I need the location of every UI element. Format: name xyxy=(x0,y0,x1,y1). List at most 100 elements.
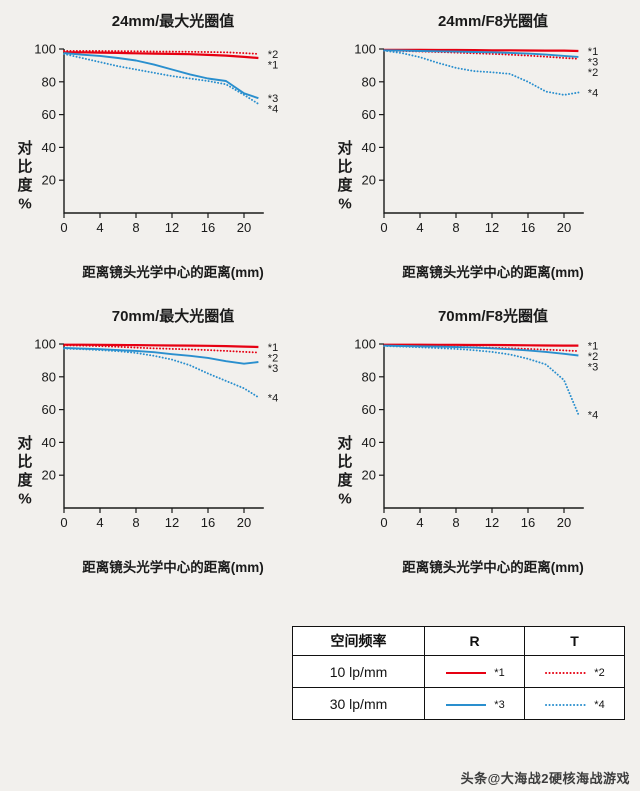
svg-text:对: 对 xyxy=(17,139,32,157)
blue-solid-line-icon xyxy=(446,703,487,706)
svg-text:20: 20 xyxy=(41,468,55,483)
chart-title: 24mm/最大光圈值 xyxy=(111,13,235,30)
svg-text:比: 比 xyxy=(17,453,32,471)
svg-text:*4: *4 xyxy=(587,410,597,422)
chart-title: 70mm/F8光圈值 xyxy=(437,308,549,325)
svg-text:8: 8 xyxy=(132,515,139,530)
svg-text:60: 60 xyxy=(41,107,55,122)
mtf-plot: 20 40 60 80 100 0 4 8 12 16 20 对比度% *1*2*3 *4 xyxy=(337,337,598,531)
svg-text:*1: *1 xyxy=(587,46,597,58)
legend-sample-label: *1 xyxy=(494,666,505,679)
svg-text:8: 8 xyxy=(452,515,459,530)
x-axis-label: 距离镜头光学中心的距离(mm) xyxy=(82,560,264,575)
chart-70mm-max-aperture: 70mm/最大光圈值 20 40 60 80 100 0 4 8 12 16 20 对比度% *1 *2 *… xyxy=(0,305,320,576)
svg-text:16: 16 xyxy=(520,515,534,530)
svg-text:0: 0 xyxy=(380,515,387,530)
svg-text:0: 0 xyxy=(60,515,67,530)
svg-text:80: 80 xyxy=(41,369,55,384)
svg-text:80: 80 xyxy=(361,369,375,384)
legend-sample-red-solid: *1 xyxy=(424,655,525,688)
svg-text:60: 60 xyxy=(361,107,375,122)
legend-frequency-label: 10 lp/mm xyxy=(292,655,425,688)
svg-text:100: 100 xyxy=(354,42,376,57)
red-dotted-line-icon xyxy=(545,671,588,674)
svg-text:100: 100 xyxy=(34,42,56,57)
legend-header-r: R xyxy=(424,626,525,656)
svg-text:20: 20 xyxy=(361,173,375,188)
legend-header-row: 空间频率 R T xyxy=(292,626,625,656)
svg-text:*4: *4 xyxy=(267,104,277,116)
red-solid-line-icon xyxy=(446,671,487,674)
legend-sample-label: *2 xyxy=(594,666,605,679)
svg-text:*4: *4 xyxy=(267,392,277,404)
svg-text:对: 对 xyxy=(337,139,352,157)
svg-text:度: 度 xyxy=(337,471,353,489)
svg-text:对: 对 xyxy=(17,434,32,452)
svg-text:*1: *1 xyxy=(587,341,597,353)
chart-70mm-f8: 70mm/F8光圈值 20 40 60 80 100 0 4 8 12 16 20 对比度% *1 *2 *… xyxy=(320,305,640,576)
svg-text:100: 100 xyxy=(354,337,376,352)
svg-text:比: 比 xyxy=(17,158,32,176)
legend-header-t: T xyxy=(524,626,625,656)
svg-text:度: 度 xyxy=(337,176,353,194)
svg-text:60: 60 xyxy=(361,402,375,417)
svg-text:比: 比 xyxy=(337,158,352,176)
svg-text:0: 0 xyxy=(380,220,387,235)
x-axis-label: 距离镜头光学中心的距离(mm) xyxy=(402,265,584,280)
svg-text:*1: *1 xyxy=(267,342,277,354)
svg-text:*2: *2 xyxy=(267,49,277,61)
svg-text:12: 12 xyxy=(164,515,178,530)
legend-sample-label: *4 xyxy=(594,698,605,711)
svg-text:20: 20 xyxy=(236,220,250,235)
legend-header-frequency: 空间频率 xyxy=(292,626,425,656)
legend-table: 空间频率 R T 10 lp/mm *1 *2 30 lp/mm *3 * xyxy=(292,626,625,720)
legend-sample-blue-solid: *3 xyxy=(424,687,525,720)
svg-text:12: 12 xyxy=(484,220,498,235)
svg-text:*3: *3 xyxy=(267,363,277,375)
svg-text:%: % xyxy=(338,491,351,508)
legend-row-30lpmm: 30 lp/mm *3 *4 xyxy=(292,687,625,720)
svg-text:*1: *1 xyxy=(267,59,277,71)
x-axis-label: 距离镜头光学中心的距离(mm) xyxy=(402,560,584,575)
svg-text:8: 8 xyxy=(132,220,139,235)
mtf-plot: 20 40 60 80 100 0 4 8 12 16 20 对比度% *2*1 *3*4 xyxy=(17,42,278,236)
legend-wrap: 空间频率 R T 10 lp/mm *1 *2 30 lp/mm *3 * xyxy=(292,626,625,720)
svg-text:*3: *3 xyxy=(587,56,597,68)
svg-text:*4: *4 xyxy=(587,87,597,99)
svg-text:*2: *2 xyxy=(587,351,597,363)
chart-title: 70mm/最大光圈值 xyxy=(111,308,235,325)
svg-text:%: % xyxy=(18,491,31,508)
svg-text:*2: *2 xyxy=(587,67,597,79)
legend-sample-blue-dotted: *4 xyxy=(524,687,625,720)
svg-text:40: 40 xyxy=(41,140,55,155)
svg-text:16: 16 xyxy=(200,515,214,530)
svg-text:4: 4 xyxy=(416,220,423,235)
chart-24mm-max-aperture: 24mm/最大光圈值 20 40 60 80 100 0 4 8 12 16 20 对比度% *2 *1 *… xyxy=(0,10,320,281)
chart-grid: 24mm/最大光圈值 20 40 60 80 100 0 4 8 12 16 20 对比度% *2 *1 *… xyxy=(0,10,640,576)
legend-row-10lpmm: 10 lp/mm *1 *2 xyxy=(292,655,625,688)
svg-text:%: % xyxy=(338,196,351,213)
svg-text:4: 4 xyxy=(96,515,103,530)
svg-text:40: 40 xyxy=(361,140,375,155)
svg-text:度: 度 xyxy=(17,471,33,489)
legend-sample-red-dotted: *2 xyxy=(524,655,625,688)
svg-text:4: 4 xyxy=(416,515,423,530)
svg-text:40: 40 xyxy=(41,435,55,450)
svg-text:40: 40 xyxy=(361,435,375,450)
chart-title: 24mm/F8光圈值 xyxy=(437,13,549,30)
svg-text:12: 12 xyxy=(164,220,178,235)
svg-text:80: 80 xyxy=(361,74,375,89)
blue-dotted-line-icon xyxy=(545,703,588,706)
svg-text:比: 比 xyxy=(337,453,352,471)
svg-text:%: % xyxy=(18,196,31,213)
svg-text:度: 度 xyxy=(17,176,33,194)
svg-text:20: 20 xyxy=(556,220,570,235)
svg-text:对: 对 xyxy=(337,434,352,452)
svg-text:20: 20 xyxy=(556,515,570,530)
svg-text:*2: *2 xyxy=(267,352,277,364)
mtf-plot: 20 40 60 80 100 0 4 8 12 16 20 对比度% *1*2*3 *4 xyxy=(17,337,278,531)
legend-sample-label: *3 xyxy=(494,698,505,711)
svg-text:60: 60 xyxy=(41,402,55,417)
svg-text:16: 16 xyxy=(200,220,214,235)
